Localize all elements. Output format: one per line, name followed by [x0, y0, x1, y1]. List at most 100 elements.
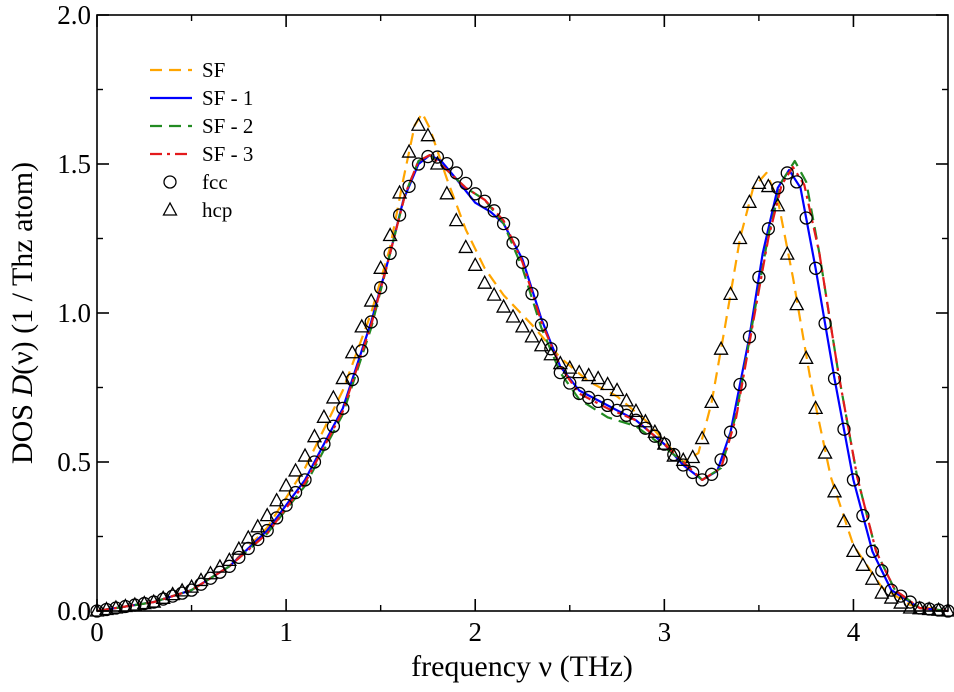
data-point-fcc	[496, 216, 511, 231]
data-point-hcp	[600, 376, 616, 391]
data-point-fcc	[383, 246, 397, 261]
series-sf-line	[96, 112, 949, 613]
data-point-hcp	[647, 423, 663, 438]
data-point-fcc	[478, 194, 492, 208]
data-point-fcc	[723, 425, 738, 439]
data-point-fcc	[251, 532, 265, 547]
data-point-hcp	[590, 370, 606, 385]
data-point-hcp	[401, 143, 417, 158]
data-point-fcc	[837, 422, 851, 436]
legend-item-fcc: fcc	[163, 170, 228, 194]
data-point-fcc	[686, 465, 700, 480]
legend-item-sf-2: SF - 2	[150, 114, 253, 138]
data-point-fcc	[449, 166, 463, 180]
data-point-hcp	[467, 256, 483, 271]
data-point-hcp	[259, 507, 275, 522]
data-point-fcc	[761, 222, 775, 236]
y-tick-label: 1.0	[57, 298, 91, 328]
data-point-fcc	[582, 390, 596, 405]
data-point-hcp	[930, 601, 947, 616]
x-tick-label: 0	[90, 617, 104, 647]
data-point-hcp	[240, 529, 256, 544]
data-point-fcc	[298, 473, 312, 487]
data-point-hcp	[779, 245, 795, 260]
y-tick-label: 0.0	[57, 596, 91, 626]
data-point-hcp	[269, 492, 285, 507]
data-point-hcp	[855, 556, 871, 571]
data-point-fcc	[808, 261, 823, 275]
data-point-hcp	[883, 589, 899, 604]
data-point-hcp	[732, 230, 748, 245]
data-point-fcc	[288, 485, 303, 500]
data-point-fcc	[875, 564, 889, 578]
legend-label: fcc	[202, 170, 228, 194]
data-point-hcp	[136, 595, 152, 610]
x-axis-title: frequency ν (THz)	[411, 650, 633, 683]
data-point-hcp	[325, 389, 341, 404]
series-hcp-markers	[89, 116, 954, 617]
data-point-fcc	[771, 181, 785, 195]
legend-label: SF	[202, 58, 225, 82]
data-point-hcp	[808, 399, 824, 415]
data-point-fcc	[818, 316, 832, 331]
data-point-hcp	[212, 558, 228, 573]
data-point-fcc	[468, 187, 482, 201]
data-point-hcp	[921, 601, 937, 616]
data-point-hcp	[713, 340, 729, 355]
data-point-fcc	[260, 523, 274, 538]
data-point-hcp	[826, 483, 843, 498]
data-point-hcp	[552, 355, 568, 370]
data-point-fcc	[572, 386, 586, 401]
legend-swatch	[163, 175, 177, 189]
data-point-fcc	[506, 236, 520, 250]
data-point-hcp	[183, 578, 200, 593]
data-point-hcp	[656, 435, 672, 450]
data-point-hcp	[165, 586, 181, 601]
legend-label: SF - 3	[202, 142, 253, 166]
data-point-fcc	[232, 550, 246, 565]
data-point-hcp	[373, 259, 389, 274]
data-point-fcc	[402, 179, 416, 194]
data-point-hcp	[89, 602, 105, 617]
data-point-hcp	[637, 413, 654, 428]
data-point-fcc	[525, 286, 539, 301]
data-point-hcp	[864, 570, 880, 585]
data-point-fcc	[336, 401, 350, 416]
data-point-fcc	[714, 453, 728, 467]
data-point-hcp	[845, 543, 862, 558]
data-point-hcp	[439, 185, 455, 200]
data-point-fcc	[374, 281, 388, 295]
legend-label: SF - 2	[202, 114, 253, 138]
data-point-hcp	[741, 193, 758, 208]
data-point-hcp	[817, 444, 833, 459]
data-point-hcp	[874, 584, 890, 599]
data-point-hcp	[335, 370, 351, 385]
data-point-hcp	[108, 599, 124, 614]
data-point-hcp	[202, 565, 219, 580]
data-point-hcp	[694, 430, 710, 445]
data-point-hcp	[581, 367, 597, 382]
data-point-hcp	[628, 402, 644, 417]
y-tick-label: 0.5	[57, 447, 91, 477]
data-point-hcp	[940, 602, 954, 617]
data-point-fcc	[591, 394, 605, 409]
data-point-hcp	[609, 382, 625, 397]
data-point-hcp	[174, 582, 190, 597]
data-point-hcp	[571, 364, 587, 379]
legend-item-sf-3: SF - 3	[150, 142, 253, 166]
data-point-fcc	[326, 419, 341, 433]
ticks-layer: 0 1 2 3 4 0.0 0.5 1.0 1.5 2.0	[57, 0, 948, 647]
data-point-fcc	[345, 372, 359, 387]
legend-label: SF - 1	[202, 86, 253, 110]
data-point-hcp	[363, 292, 379, 307]
legend: SF SF - 1 SF - 2 SF - 3 fcc hcp	[150, 58, 253, 222]
data-point-fcc	[270, 511, 284, 525]
data-point-hcp	[231, 540, 247, 555]
data-point-hcp	[902, 599, 918, 614]
data-point-hcp	[751, 175, 767, 190]
data-point-hcp	[391, 184, 408, 199]
legend-item-hcp: hcp	[162, 198, 232, 222]
data-point-fcc	[846, 473, 861, 487]
data-point-hcp	[524, 328, 540, 343]
data-point-hcp	[420, 127, 436, 142]
